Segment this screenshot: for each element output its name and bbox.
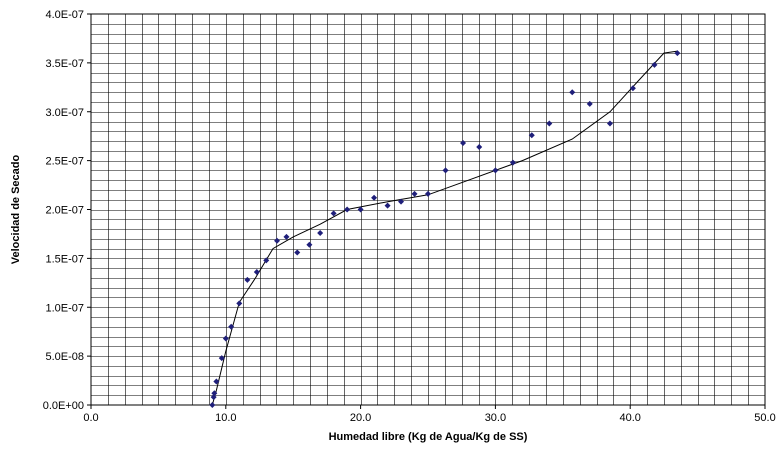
data-point <box>283 233 290 240</box>
data-point <box>209 402 216 408</box>
x-tick-label: 10.0 <box>215 412 236 424</box>
y-tick-label: 3.5E-07 <box>45 58 84 70</box>
data-point <box>398 198 405 205</box>
data-point <box>528 132 535 139</box>
x-tick-label: 30.0 <box>485 412 506 424</box>
gridlines <box>91 14 765 405</box>
data-point <box>460 140 467 147</box>
data-point <box>586 100 593 107</box>
y-tick-label: 1.0E-07 <box>45 302 84 314</box>
data-point <box>509 159 516 166</box>
data-point <box>244 276 251 283</box>
y-tick-label: 2.5E-07 <box>45 156 84 168</box>
data-point <box>492 167 499 174</box>
y-tick-label: 4.0E-07 <box>45 9 84 21</box>
y-tick-label: 0.0E+00 <box>43 400 84 412</box>
x-tick-label: 0.0 <box>83 412 98 424</box>
y-axis-ticks: 0.0E+00 5.0E-08 1.0E-07 1.5E-07 2.0E-07 2.5E-… <box>43 9 91 412</box>
y-tick-label: 5.0E-08 <box>45 351 84 363</box>
x-tick-label: 20.0 <box>350 412 371 424</box>
fit-curve <box>211 50 678 406</box>
data-point <box>546 120 553 127</box>
data-point <box>651 61 658 68</box>
data-point <box>213 378 220 385</box>
data-point <box>476 143 483 150</box>
data-point <box>236 300 243 307</box>
data-point <box>357 206 364 213</box>
data-point <box>442 167 449 174</box>
data-point <box>210 394 217 401</box>
data-point <box>425 190 431 197</box>
data-point <box>306 241 313 248</box>
x-tick-label: 50.0 <box>754 412 775 424</box>
data-point <box>569 89 576 96</box>
x-tick-label: 40.0 <box>619 412 640 424</box>
data-point <box>294 249 301 256</box>
data-points <box>209 50 681 408</box>
data-point <box>384 202 391 209</box>
data-point <box>674 50 681 57</box>
data-point <box>317 229 324 236</box>
data-point <box>253 269 260 276</box>
x-axis-ticks: 0.0 10.0 20.0 30.0 40.0 50.0 <box>83 405 776 424</box>
data-point <box>371 194 378 201</box>
data-point <box>263 257 270 264</box>
y-tick-label: 2.0E-07 <box>45 205 84 217</box>
data-point <box>228 323 235 330</box>
data-point <box>330 210 337 217</box>
x-axis-title: Humedad libre (Kg de Agua/Kg de SS) <box>329 431 528 443</box>
data-point <box>218 355 225 362</box>
y-tick-label: 1.5E-07 <box>45 253 84 265</box>
data-point <box>222 335 229 342</box>
y-axis-title: Velocidad de Secado <box>10 155 22 265</box>
data-point <box>411 190 418 197</box>
data-point <box>211 390 218 397</box>
data-point <box>344 206 351 213</box>
data-point <box>274 237 281 244</box>
data-point <box>629 85 636 92</box>
y-tick-label: 3.0E-07 <box>45 107 84 119</box>
data-point <box>606 120 613 127</box>
